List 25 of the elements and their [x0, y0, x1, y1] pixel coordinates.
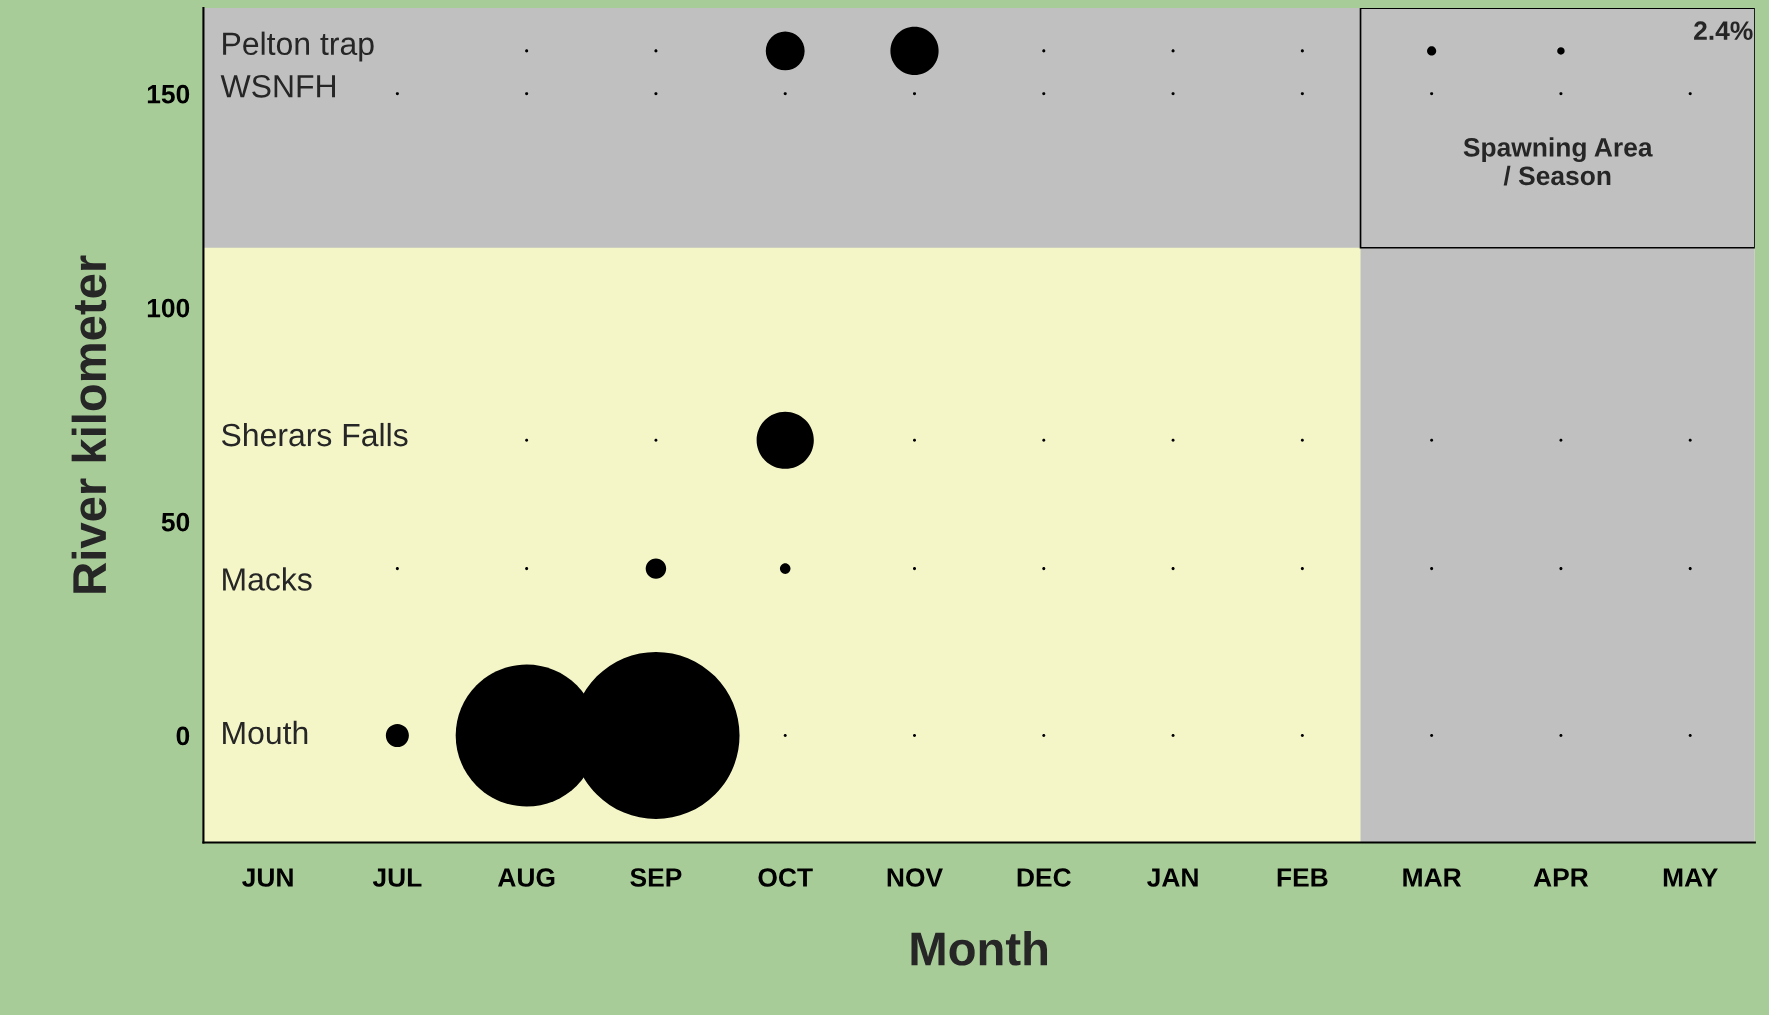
- x-tick-label: AUG: [497, 868, 555, 887]
- x-tick-label: NOV: [887, 868, 943, 887]
- x-tick-label: DEC: [1017, 868, 1071, 887]
- y-axis-title: River kilometer: [71, 255, 107, 593]
- x-tick-label: MAY: [1663, 868, 1718, 887]
- annotation: WSNFH: [220, 75, 335, 98]
- x-tick-label: OCT: [758, 868, 813, 887]
- x-tick-label: JAN: [1147, 868, 1198, 887]
- y-tick-label: 0: [176, 726, 190, 746]
- y-tick-label: 150: [147, 84, 190, 104]
- x-tick-label: MAR: [1403, 868, 1462, 887]
- annotation: Macks: [223, 567, 312, 591]
- annotation: 2.4%: [1694, 21, 1753, 40]
- band-label: Spawning Area / Season: [1463, 137, 1653, 186]
- annotation: Mouth: [223, 720, 308, 745]
- x-axis-title: Month: [911, 930, 1048, 966]
- y-tick-label: 50: [161, 512, 190, 532]
- x-tick-label: JUL: [372, 868, 422, 887]
- x-tick-label: SEP: [630, 868, 682, 887]
- annotation: Pelton trap: [223, 31, 374, 62]
- x-tick-label: APR: [1533, 868, 1589, 887]
- x-tick-label: FEB: [1277, 868, 1328, 887]
- annotation: Sherars Falls: [221, 422, 408, 447]
- y-tick-label: 100: [147, 298, 190, 318]
- x-tick-label: JUN: [242, 868, 293, 887]
